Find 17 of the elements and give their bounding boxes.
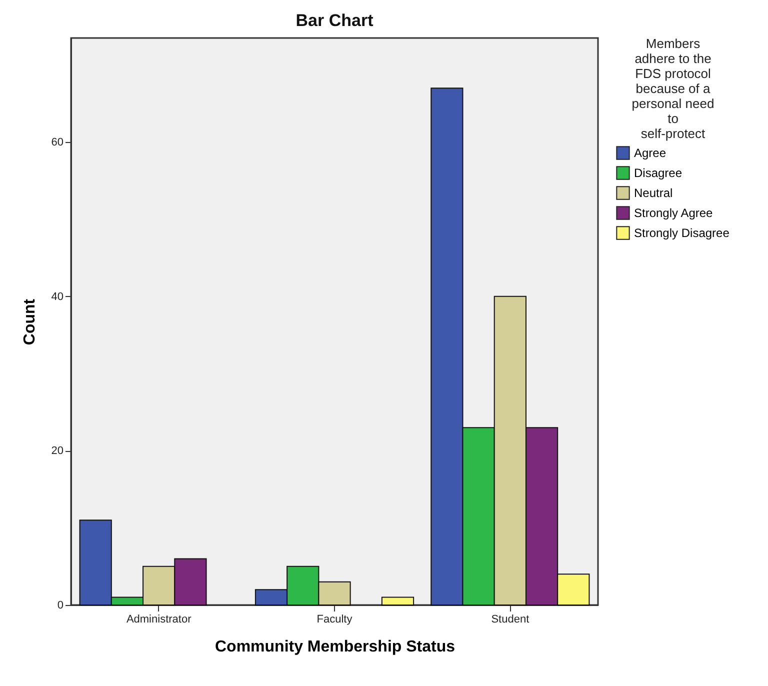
y-tick-label: 20 bbox=[51, 445, 64, 458]
chart-title: Bar Chart bbox=[296, 11, 374, 30]
legend-label: Strongly Disagree bbox=[634, 226, 730, 240]
y-axis-title: Count bbox=[21, 298, 38, 346]
legend-label: Disagree bbox=[634, 166, 682, 180]
x-tick-label: Faculty bbox=[316, 614, 353, 626]
x-tick-label: Administrator bbox=[126, 614, 192, 626]
legend-label: Neutral bbox=[634, 186, 673, 200]
y-tick-label: 40 bbox=[51, 290, 64, 303]
legend-title: Members adhere to the FDS protocol because of a personal need to self-protect bbox=[632, 36, 714, 141]
y-tick-label: 60 bbox=[51, 136, 64, 149]
x-tick-label: Student bbox=[491, 614, 530, 626]
y-tick-label: 0 bbox=[57, 600, 64, 612]
bar bbox=[381, 596, 414, 606]
x-axis-title: Community Membership Status bbox=[214, 638, 456, 656]
legend-label: Agree bbox=[634, 146, 666, 160]
legend-label: Strongly Agree bbox=[634, 206, 714, 220]
